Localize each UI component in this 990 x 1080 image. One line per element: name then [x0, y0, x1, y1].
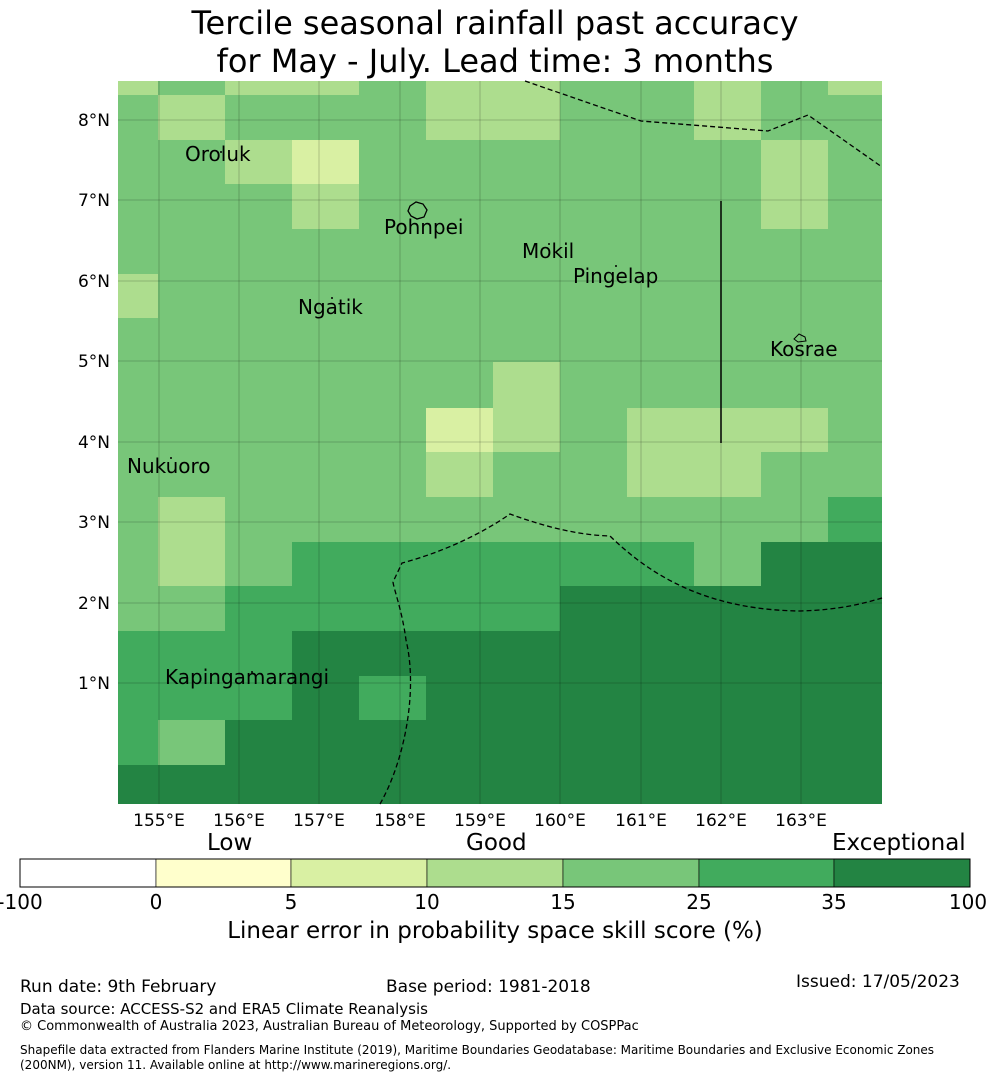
data-source: Data source: ACCESS-S2 and ERA5 Climate …	[20, 1000, 428, 1018]
colorbar-swatch	[698, 858, 835, 888]
colorbar-category-exceptional: Exceptional	[832, 830, 966, 856]
colorbar-swatch	[155, 858, 292, 888]
kosrae-island	[793, 333, 807, 343]
colorbar-swatch	[833, 858, 971, 888]
colorbar-swatch	[562, 858, 700, 888]
lat-label: 2°N	[78, 594, 110, 614]
base-period: Base period: 1981-2018	[386, 977, 591, 997]
colorbar-tick: 0	[149, 890, 163, 914]
place-label-pohnpei: Pohnpei	[384, 215, 464, 239]
skill-cell	[627, 408, 828, 452]
lat-label: 4°N	[78, 433, 110, 453]
colorbar-category-good: Good	[466, 830, 527, 856]
colorbar-tick: -100	[0, 890, 43, 914]
skill-cell	[225, 140, 292, 184]
lat-label: 1°N	[78, 674, 110, 694]
skill-cell	[118, 81, 158, 95]
place-label-mokil: Mokil	[522, 239, 574, 263]
skill-cell	[118, 765, 225, 804]
skill-cell	[118, 274, 158, 318]
skill-cell	[426, 81, 560, 140]
skill-cell	[560, 542, 694, 586]
colorbar-tick: 5	[284, 890, 298, 914]
colorbar-label: Linear error in probability space skill …	[227, 918, 763, 944]
run-date: Run date: 9th February	[20, 977, 217, 997]
skill-cell	[225, 81, 359, 95]
lon-label: 163°E	[775, 811, 827, 831]
lon-label: 161°E	[615, 811, 667, 831]
skill-cell	[493, 362, 560, 452]
skill-cell	[828, 497, 882, 542]
shapefile-credit-line-2: (200NM), version 11. Available online at…	[20, 1058, 452, 1072]
lon-label: 160°E	[534, 811, 586, 831]
title-line-1: Tercile seasonal rainfall past accuracy	[191, 4, 799, 42]
lon-label: 162°E	[695, 811, 747, 831]
colorbar-category-low: Low	[207, 830, 253, 856]
lon-label: 156°E	[213, 811, 265, 831]
colorbar-swatch	[290, 858, 428, 888]
place-label-pingelap: Pingelap	[573, 264, 658, 288]
island-dots	[170, 151, 617, 673]
longitude-labels: 155°E 156°E 157°E 158°E 159°E 160°E 161°…	[133, 811, 827, 831]
skill-cell	[225, 720, 292, 804]
issued-date: Issued: 17/05/2023	[796, 972, 960, 992]
colorbar-swatch	[19, 858, 157, 888]
pohnpei-island	[407, 201, 428, 220]
colorbar-tick: 10	[414, 890, 440, 914]
skill-cell	[426, 452, 493, 497]
place-label-kapingamarangi: Kapingamarangi	[165, 665, 329, 689]
place-label-oroluk: Oroluk	[185, 142, 251, 166]
colorbar-tick: 35	[821, 890, 847, 914]
lat-label: 8°N	[78, 111, 110, 131]
colorbar-swatch	[426, 858, 564, 888]
graticule	[118, 81, 882, 804]
eez-boundary-north	[524, 80, 883, 168]
skill-cell	[158, 497, 225, 586]
skill-cell	[560, 586, 882, 631]
eez-boundaries	[379, 80, 883, 805]
skill-grid	[118, 81, 882, 804]
colorbar-frame	[19, 858, 971, 888]
place-label-kosrae: Kosrae	[770, 337, 838, 361]
eez-boundary-south	[379, 513, 883, 805]
skill-cell	[694, 81, 761, 140]
skill-cell	[426, 408, 493, 452]
colorbar-tick: 25	[686, 890, 712, 914]
lat-label: 5°N	[78, 352, 110, 372]
chart-title: Tercile seasonal rainfall past accuracy …	[0, 4, 990, 80]
skill-cell	[225, 586, 560, 631]
place-label-nukuoro: Nukuoro	[127, 454, 211, 478]
colorbar	[19, 858, 971, 888]
lon-label: 155°E	[133, 811, 185, 831]
colorbar-tick: 15	[550, 890, 576, 914]
lon-label: 158°E	[374, 811, 426, 831]
colorbar-tick: 100	[948, 890, 988, 914]
skill-cell	[158, 720, 225, 765]
lat-label: 7°N	[78, 191, 110, 211]
lat-label: 3°N	[78, 513, 110, 533]
lon-label: 157°E	[293, 811, 345, 831]
skill-cell	[627, 452, 761, 497]
copyright: © Commonwealth of Australia 2023, Austra…	[20, 1019, 639, 1034]
lon-label: 159°E	[454, 811, 506, 831]
shapefile-credit-line-1: Shapefile data extracted from Flanders M…	[20, 1043, 935, 1057]
skill-cell	[828, 81, 882, 95]
skill-cell	[761, 542, 882, 586]
skill-cell	[292, 184, 359, 229]
skill-cell	[359, 676, 426, 720]
skill-cell	[158, 95, 225, 140]
skill-cell	[761, 140, 828, 229]
place-label-ngatik: Ngatik	[298, 295, 363, 319]
title-line-2: for May - July. Lead time: 3 months	[216, 42, 774, 80]
skill-cell	[292, 140, 359, 184]
latitude-labels: 8°N 7°N 6°N 5°N 4°N 3°N 2°N 1°N	[78, 111, 110, 694]
lat-label: 6°N	[78, 272, 110, 292]
